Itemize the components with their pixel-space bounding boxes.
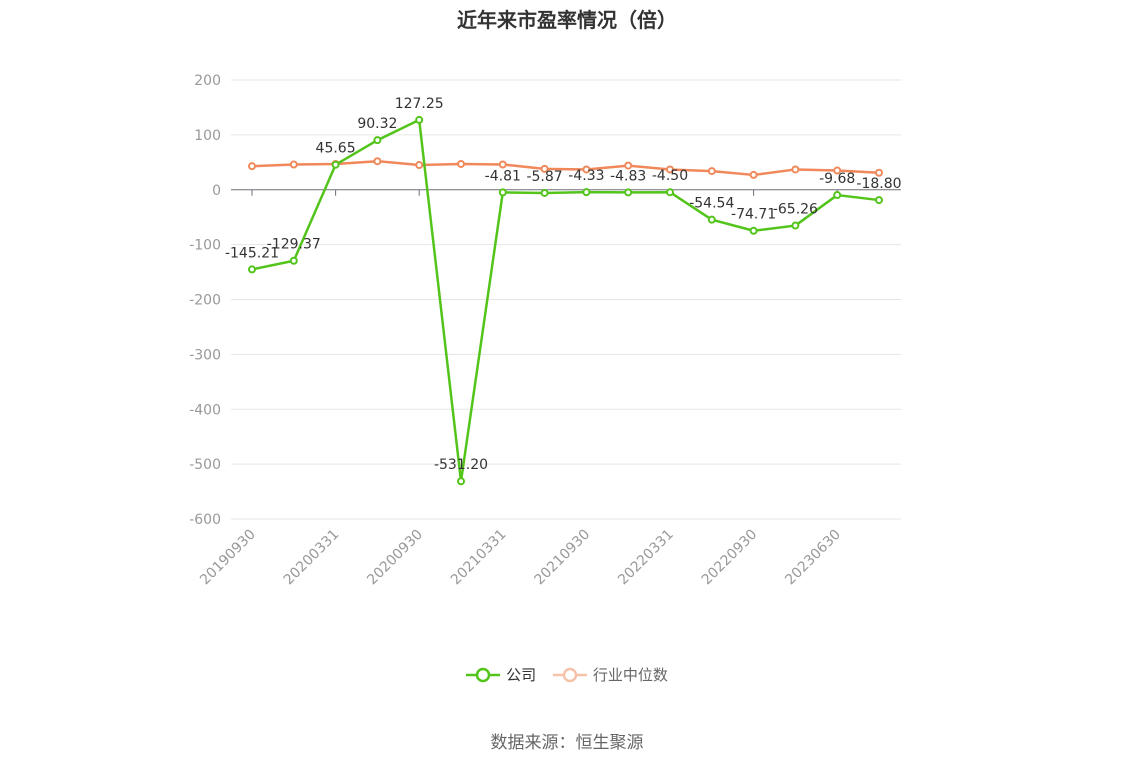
company-data-label: 90.32 [357,116,397,132]
data-source-note: 数据来源：恒生聚源 [490,733,644,753]
company-data-label: 45.65 [316,141,356,157]
company-data-label: -4.83 [610,168,646,184]
company-data-label: -129.37 [267,237,321,253]
legend: 公司 行业中位数 [0,664,1134,687]
grid-lines [231,79,901,520]
company-data-label: -74.71 [731,207,776,223]
x-tick-label: 20200930 [364,527,426,589]
industry-median-point [248,162,256,171]
company-point [791,221,800,230]
company-point [833,191,842,200]
company-point [749,226,758,235]
industry-median-point [833,166,842,175]
industry-median-point [791,165,800,174]
y-tick-label: 100 [194,128,221,144]
industry-median-point [707,167,716,176]
company-point [331,160,340,169]
company-data-label: -531.20 [434,457,488,473]
company-point [248,265,256,274]
industry-median-point [373,157,382,166]
company-data-label: -4.81 [485,168,521,184]
x-tick-label: 20210930 [532,527,594,589]
industry-median-point [457,159,465,168]
legend-industry-label: 行业中位数 [592,666,668,684]
company-point [707,215,716,224]
y-tick-label: -200 [189,293,221,309]
company-data-label: -65.26 [773,202,818,218]
series-lines [248,115,883,486]
industry-median-point [289,160,298,169]
industry-median-point [582,165,591,174]
legend-item-industry-median[interactable]: 行业中位数 [552,664,668,685]
company-point [540,188,549,197]
industry-median-point [540,164,549,173]
industry-median-point [749,170,758,179]
x-tick-label: 20220930 [699,527,761,589]
industry-median-point [624,161,633,170]
x-tick-label: 20200331 [281,527,343,589]
company-data-label: -145.21 [225,245,279,261]
legend-industry-marker [552,667,587,682]
y-tick-label: -600 [189,512,221,528]
x-tick-label: 20230630 [782,527,844,589]
company-point [624,188,633,197]
company-data-label: -5.87 [526,169,562,185]
company-data-label: 127.25 [395,96,444,112]
legend-company-label: 公司 [506,666,537,684]
company-point [373,136,382,145]
company-point [582,188,591,197]
chart-title: 近年来市盈率情况（倍） [457,8,677,32]
x-tick-label: 20190930 [197,527,259,589]
industry-median-point [666,165,674,174]
company-data-label: -9.68 [819,171,855,187]
company-point [875,196,883,205]
company-data-label: -18.80 [856,176,901,192]
company-data-label: -4.33 [568,168,604,184]
industry-median-point [415,161,424,170]
y-tick-label: -400 [189,402,221,418]
x-tick-label: 20210331 [448,527,510,589]
series-line-industry-median [251,159,880,177]
company-data-label: -54.54 [689,196,734,212]
x-tick-label: 20220331 [615,527,677,589]
company-point [498,188,507,197]
company-data-label: -4.50 [652,168,688,184]
legend-company-marker [466,667,501,682]
industry-median-point [875,168,883,177]
company-point [415,115,424,124]
y-tick-label: -300 [189,347,221,363]
y-tick-label: 0 [212,183,221,199]
industry-median-point [498,160,507,169]
y-tick-label: 200 [194,73,221,89]
company-point [457,477,465,486]
y-tick-label: -100 [189,238,221,254]
company-point [666,188,674,197]
series-line-company [251,118,880,483]
company-point [289,256,298,265]
y-tick-label: -500 [189,457,221,473]
legend-item-company[interactable]: 公司 [466,664,536,685]
